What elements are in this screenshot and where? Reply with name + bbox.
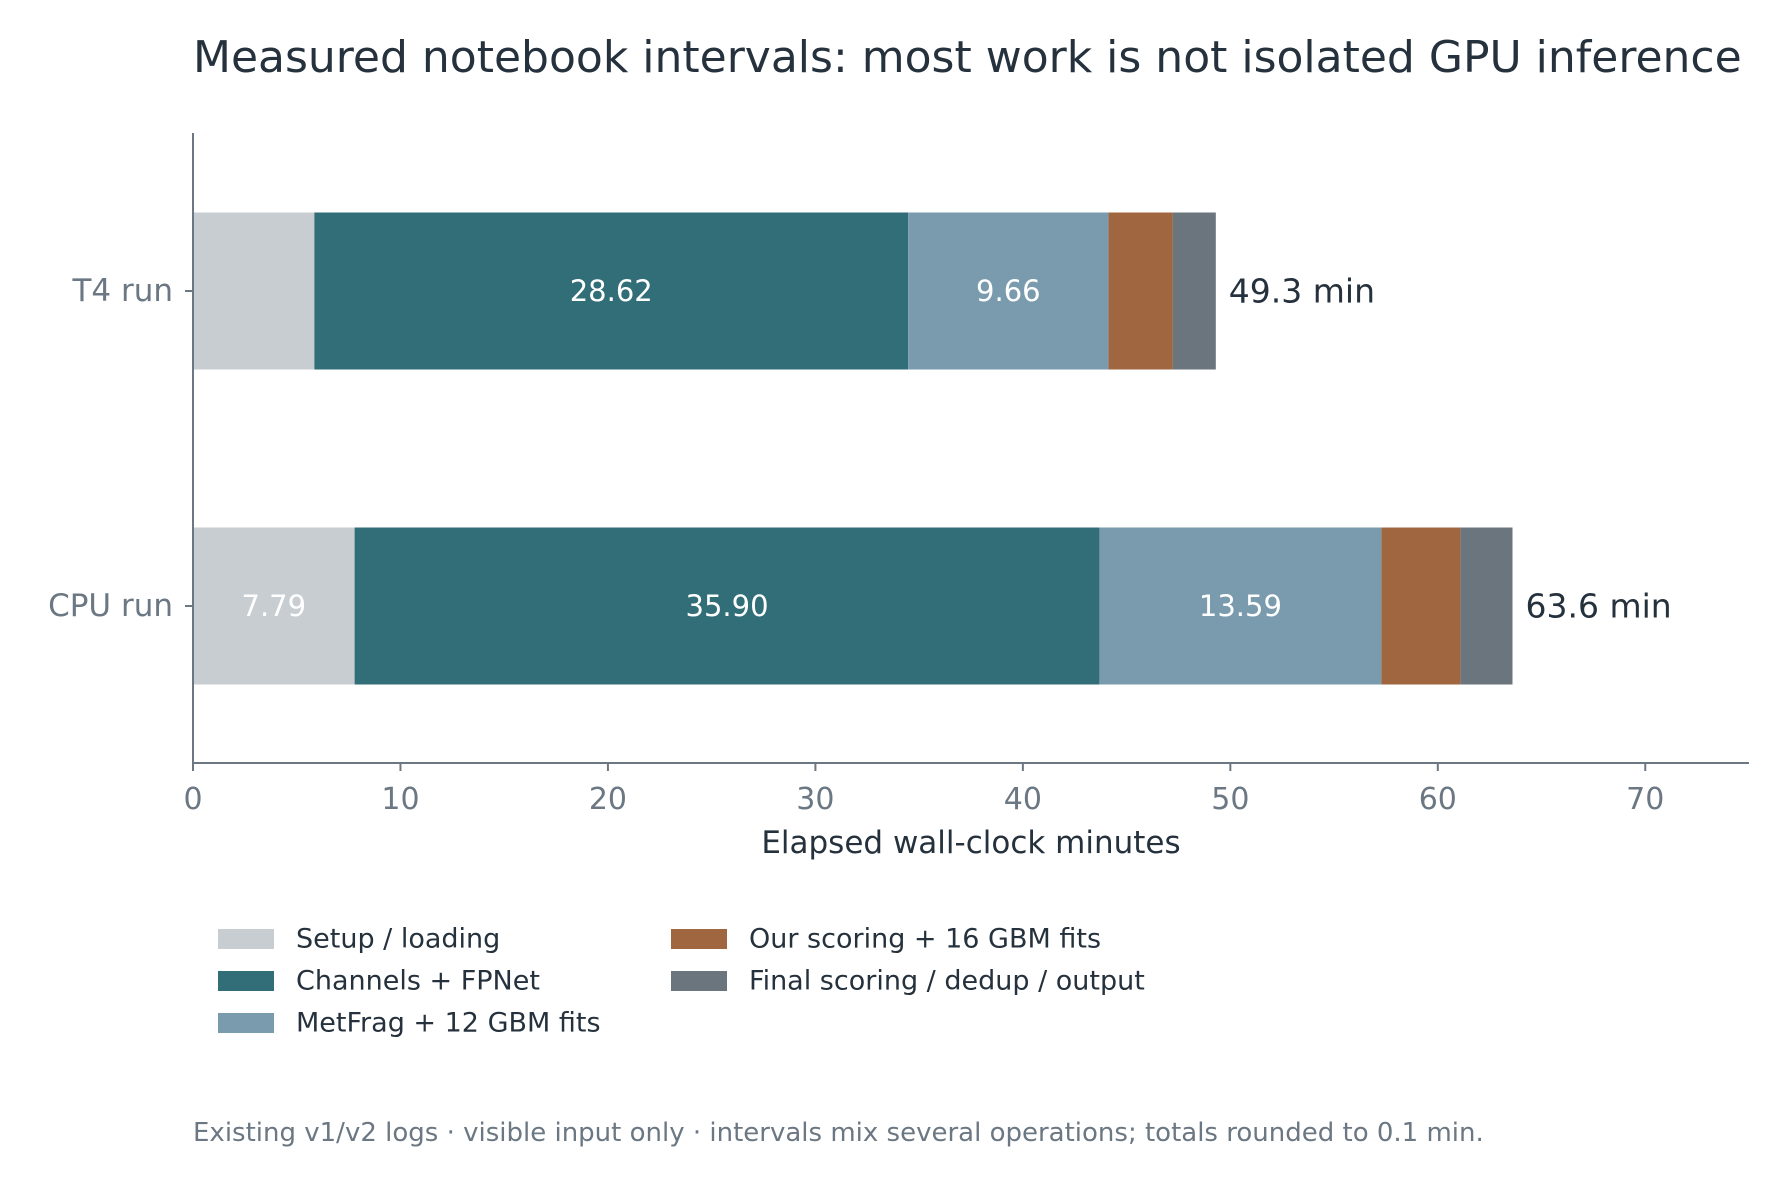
- segment-value-label: 28.62: [570, 274, 653, 308]
- legend-item: Final scoring / dedup / output: [671, 966, 1145, 997]
- legend-swatch: [671, 971, 727, 991]
- x-tick-label: 20: [589, 782, 627, 817]
- legend-swatch: [218, 929, 274, 949]
- segment-value-label: 13.59: [1199, 589, 1282, 623]
- legend-item: MetFrag + 12 GBM fits: [218, 1008, 601, 1039]
- y-tick-label: T4 run: [71, 273, 173, 309]
- bar-segment-t4-run-0: [193, 212, 315, 370]
- x-tick-label: 0: [183, 782, 202, 817]
- y-tick-label: CPU run: [48, 588, 173, 624]
- x-tick-label: 30: [796, 782, 834, 817]
- legend-item: Our scoring + 16 GBM fits: [671, 924, 1101, 955]
- legend-swatch: [218, 1013, 274, 1033]
- x-tick-label: 70: [1626, 782, 1664, 817]
- legend-label: Setup / loading: [296, 924, 500, 955]
- x-tick-label: 40: [1004, 782, 1042, 817]
- total-label: 63.6 min: [1525, 587, 1671, 626]
- y-ticks-group: T4 run CPU run: [48, 273, 193, 624]
- bar-segment-t4-run-4: [1172, 212, 1216, 370]
- segment-labels-group: 28.62 9.66 7.79 35.90 13.59: [242, 274, 1282, 623]
- bar-segment-t4-run-1: [314, 212, 909, 370]
- x-tick-label: 10: [381, 782, 419, 817]
- segment-value-label: 35.90: [686, 589, 769, 623]
- x-tick-label: 50: [1211, 782, 1249, 817]
- x-ticks-group: 0 10 20 30 40 50 60 70: [183, 763, 1664, 817]
- x-axis-label: Elapsed wall-clock minutes: [761, 825, 1180, 861]
- legend-label: MetFrag + 12 GBM fits: [296, 1008, 601, 1039]
- legend-label: Channels + FPNet: [296, 966, 540, 997]
- legend-label: Our scoring + 16 GBM fits: [749, 924, 1101, 955]
- bar-segment-cpu-run-0: [193, 527, 355, 685]
- bar-segment-t4-run-3: [1108, 212, 1173, 370]
- footnote: Existing v1/v2 logs · visible input only…: [193, 1118, 1484, 1148]
- bar-segment-cpu-run-3: [1381, 527, 1461, 685]
- bars-group: [193, 212, 1513, 685]
- total-label: 49.3 min: [1229, 272, 1375, 311]
- segment-value-label: 7.79: [242, 589, 307, 623]
- legend: Setup / loading Our scoring + 16 GBM fits…: [218, 924, 1145, 1039]
- legend-swatch: [671, 929, 727, 949]
- bar-segment-t4-run-2: [908, 212, 1109, 370]
- legend-item: Channels + FPNet: [218, 966, 540, 997]
- legend-item: Setup / loading: [218, 924, 500, 955]
- legend-swatch: [218, 971, 274, 991]
- bar-segment-cpu-run-2: [1099, 527, 1382, 685]
- chart-title: Measured notebook intervals: most work i…: [193, 32, 1742, 83]
- totals-group: 49.3 min 63.6 min: [1229, 272, 1672, 626]
- x-tick-label: 60: [1419, 782, 1457, 817]
- bar-segment-cpu-run-1: [354, 527, 1100, 685]
- segment-value-label: 9.66: [976, 274, 1041, 308]
- bar-segment-cpu-run-4: [1460, 527, 1513, 685]
- legend-label: Final scoring / dedup / output: [749, 966, 1145, 997]
